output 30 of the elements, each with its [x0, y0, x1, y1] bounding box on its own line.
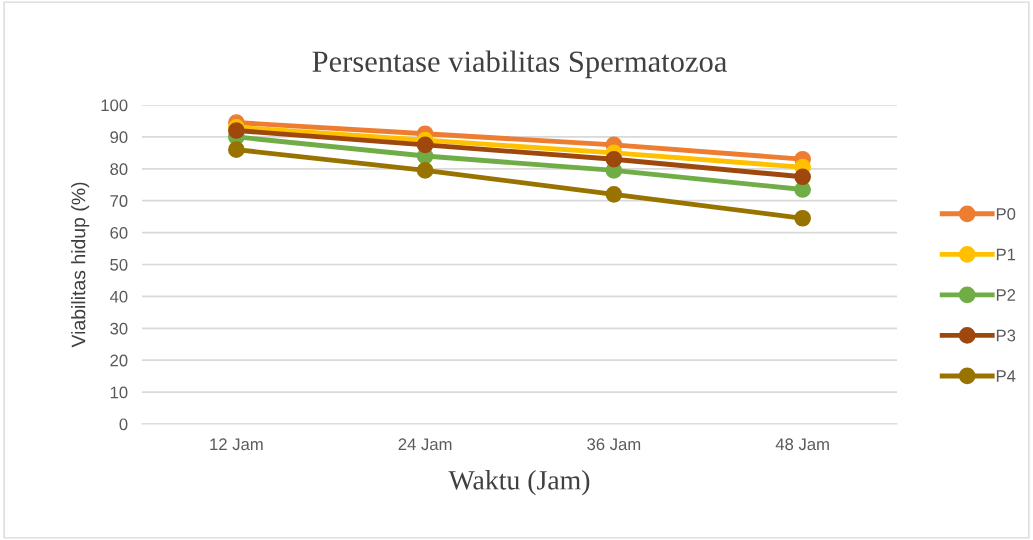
y-tick-label: 20	[110, 354, 128, 367]
x-axis-title: Waktu (Jam)	[448, 470, 590, 496]
legend-label: P2	[996, 289, 1016, 301]
y-tick-label: 100	[101, 99, 128, 112]
x-tick-label: 36 Jam	[587, 438, 641, 451]
y-tick-label: 70	[110, 195, 128, 207]
x-tick-label: 24 Jam	[398, 438, 452, 451]
legend-label: P0	[996, 208, 1016, 220]
chart-title: Persentase viabilitas Spermatozoa	[312, 50, 727, 79]
point	[228, 141, 245, 158]
y-axis-title: Viabilitas hidup (%)	[71, 182, 90, 348]
y-tick-label: 30	[110, 322, 128, 335]
point	[416, 162, 434, 179]
y-tick-label: 80	[110, 163, 128, 175]
point	[416, 136, 434, 154]
legend-label: P3	[996, 329, 1016, 342]
y-tick-label: 60	[110, 227, 128, 239]
point	[794, 168, 811, 186]
y-tick-label: 10	[110, 386, 128, 399]
point	[794, 209, 811, 227]
y-tick-label: 50	[110, 258, 128, 271]
point	[605, 150, 623, 168]
legend-label: P4	[996, 370, 1016, 382]
legend-label: P1	[996, 248, 1016, 261]
x-tick-label: 48 Jam	[775, 438, 829, 451]
y-tick-label: 40	[109, 290, 128, 303]
x-tick-label: 12 Jam	[210, 438, 263, 451]
y-tick-label: 0	[119, 418, 128, 431]
y-tick-label: 90	[110, 131, 128, 144]
point	[605, 185, 623, 203]
